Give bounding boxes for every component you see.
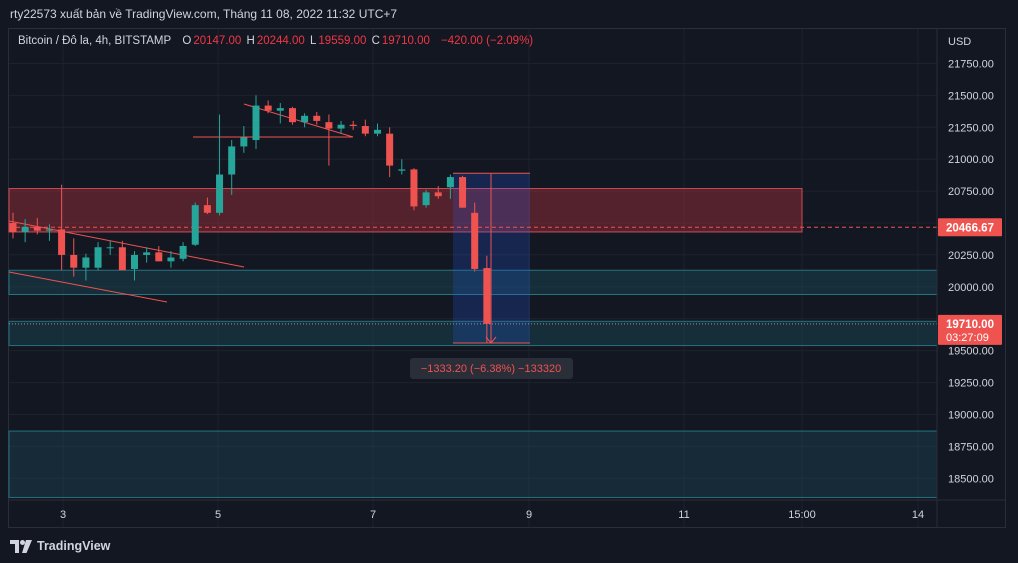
candle-body[interactable] [276, 108, 284, 111]
price-label-box [938, 218, 1002, 237]
open-label: O [182, 35, 192, 47]
candle-body[interactable] [82, 257, 90, 268]
candle-body[interactable] [9, 223, 17, 232]
candle-body[interactable] [313, 115, 321, 121]
close-value: 19710.00 [381, 35, 430, 47]
candle-body[interactable] [325, 122, 333, 129]
change-value: −420.00 (−2.09%) [441, 35, 534, 47]
candle-body[interactable] [131, 254, 138, 269]
high-label: H [246, 35, 255, 47]
tradingview-logo-icon [10, 539, 32, 553]
low-value: 19559.00 [318, 35, 367, 47]
time-tick-label: 5 [215, 509, 221, 521]
trend-line[interactable] [8, 271, 168, 303]
price-tick-label: 21250.00 [948, 122, 994, 134]
publish-info-text: rty22573 xuất bản về TradingView.com, Th… [10, 7, 398, 21]
candle-body[interactable] [471, 212, 479, 269]
candle-body[interactable] [216, 174, 224, 213]
time-tick-label: 11 [678, 509, 689, 521]
time-tick-label: 9 [526, 509, 532, 521]
open-value: 20147.00 [193, 35, 242, 47]
candle-body[interactable] [228, 146, 236, 175]
candle-body[interactable] [483, 268, 491, 324]
candle-body[interactable] [288, 108, 296, 123]
candle-body[interactable] [240, 137, 248, 147]
candle-body[interactable] [459, 177, 467, 208]
symbol-name[interactable]: Bitcoin / Đô la, 4h, BITSTAMP [18, 35, 172, 47]
candle-body[interactable] [446, 177, 454, 188]
candle-body[interactable] [264, 105, 272, 111]
price-label-value: 20466.67 [946, 222, 994, 234]
candle-body[interactable] [143, 252, 151, 255]
measure-label-text: −1333.20 (−6.38%) −133320 [421, 363, 561, 375]
price-tick-label: 20250.00 [948, 250, 994, 262]
candle-body[interactable] [179, 245, 187, 259]
candle-body[interactable] [337, 124, 345, 129]
candle-body[interactable] [203, 205, 211, 213]
price-tick-label: 21750.00 [948, 58, 994, 70]
price-tick-label: 19250.00 [948, 378, 994, 390]
candle-body[interactable] [386, 133, 394, 166]
bar-countdown-timer: 03:27:09 [946, 332, 989, 344]
candle-body[interactable] [374, 129, 381, 134]
chart-pane[interactable] [8, 28, 1006, 528]
trend-line[interactable] [243, 103, 354, 138]
close-label: C [371, 35, 380, 47]
resistance-zone[interactable] [8, 188, 803, 233]
candle-body[interactable] [58, 229, 66, 255]
currency-label: USD [948, 36, 971, 48]
candle-body[interactable] [422, 192, 430, 206]
candle-body[interactable] [45, 229, 53, 231]
high-value: 20244.00 [256, 35, 305, 47]
price-tick-label: 21500.00 [948, 90, 994, 102]
time-tick-label: 14 [912, 509, 924, 521]
candle-body[interactable] [94, 247, 102, 268]
candle-body[interactable] [70, 254, 78, 268]
candle-body[interactable] [33, 226, 41, 231]
price-tick-label: 19000.00 [948, 409, 994, 421]
trend-line[interactable] [8, 220, 245, 268]
price-tick-label: 18750.00 [948, 441, 994, 453]
tradingview-brand-text: TradingView [37, 539, 111, 553]
last-price-value: 19710.00 [946, 319, 994, 331]
candle-body[interactable] [167, 257, 175, 262]
candle-body[interactable] [155, 252, 163, 262]
candle-body[interactable] [361, 126, 369, 134]
support-zone-3[interactable] [8, 430, 938, 498]
last-price-label-box [938, 314, 1002, 345]
price-tick-label: 19500.00 [948, 346, 994, 358]
candle-body[interactable] [118, 247, 126, 271]
time-tick-label: 7 [370, 509, 376, 521]
candle-body[interactable] [191, 205, 199, 245]
time-tick-label: 15:00 [788, 509, 816, 521]
candle-body[interactable] [434, 192, 442, 197]
candle-body[interactable] [410, 169, 418, 207]
candle-body[interactable] [349, 124, 357, 127]
low-label: L [310, 35, 317, 47]
measure-label-box [410, 358, 573, 379]
candle-body[interactable] [21, 226, 29, 232]
price-tick-label: 18500.00 [948, 473, 994, 485]
candle-body[interactable] [301, 115, 309, 123]
time-tick-label: 3 [60, 509, 66, 521]
price-tick-label: 21000.00 [948, 154, 994, 166]
publish-header: rty22573 xuất bản về TradingView.com, Th… [0, 0, 1018, 28]
symbol-legend: Bitcoin / Đô la, 4h, BITSTAMP O 20147.00 … [18, 35, 535, 47]
candle-body[interactable] [106, 247, 114, 249]
footer-bar [0, 528, 1018, 563]
candle-body[interactable] [398, 169, 406, 171]
price-tick-label: 20750.00 [948, 186, 994, 198]
tradingview-logo[interactable]: TradingView [10, 539, 110, 553]
candle-body[interactable] [252, 105, 260, 141]
price-tick-label: 20000.00 [948, 282, 994, 294]
measure-arrow-head [485, 336, 497, 344]
